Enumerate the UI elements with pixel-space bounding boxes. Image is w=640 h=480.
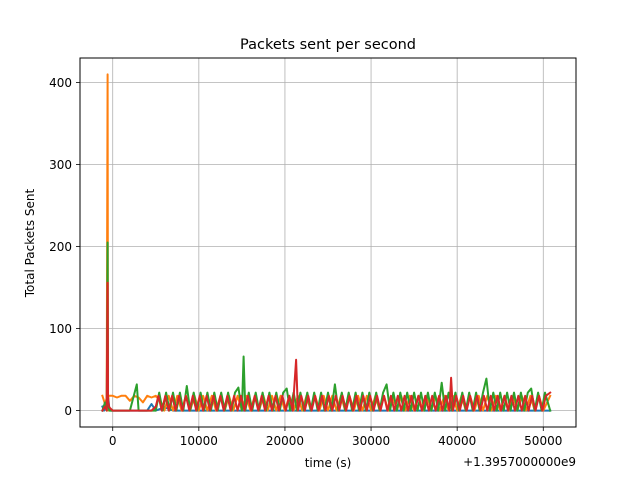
y-tick-label: 200 [49,240,72,254]
x-tick-label: 30000 [352,434,390,448]
axes-frame [79,57,577,428]
y-tick-label: 0 [64,404,72,418]
grid-lines [80,58,576,427]
x-axis-ticks: 0 10000 20000 30000 40000 50000 [109,427,562,448]
series-layer [101,73,552,412]
series-line-3 [101,281,552,412]
chart-title: Packets sent per second [240,37,416,53]
x-axis-offset-label: +1.3957000000e9 [463,455,576,469]
x-axis-label: time (s) [305,456,352,470]
y-tick-label: 400 [49,76,72,90]
x-tick-label: 10000 [180,434,218,448]
plot-area [101,73,552,412]
y-tick-label: 300 [49,158,72,172]
x-tick-label: 0 [109,434,117,448]
y-axis-label: Total Packets Sent [23,188,37,298]
x-tick-label: 40000 [438,434,476,448]
y-tick-label: 100 [49,322,72,336]
y-axis-ticks: 0 100 200 300 400 [49,76,80,418]
x-tick-label: 50000 [524,434,562,448]
x-tick-label: 20000 [266,434,304,448]
